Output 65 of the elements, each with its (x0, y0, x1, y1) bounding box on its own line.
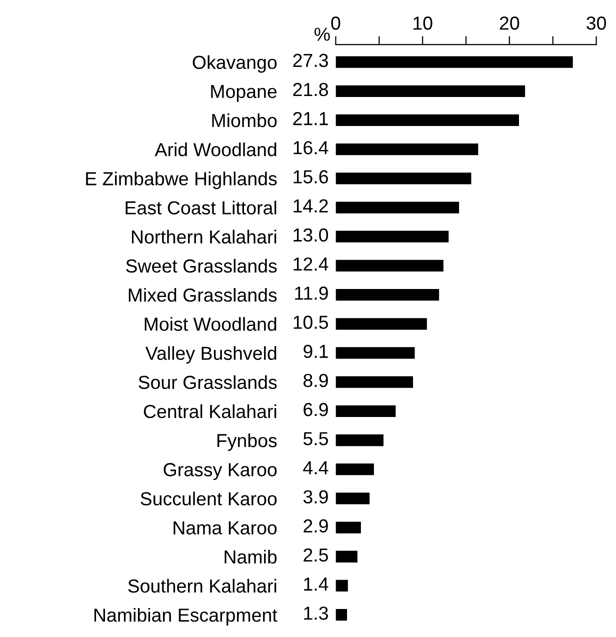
data-label: 15.6 (294, 170, 328, 184)
bar (336, 114, 519, 126)
x-tick-label: 30 (586, 16, 606, 30)
data-label: 21.1 (293, 112, 328, 126)
y-tick-label: Namib (224, 550, 277, 564)
y-tick-label: Southern Kalahari (128, 578, 276, 593)
data-label: 2.9 (304, 519, 328, 533)
bar (336, 492, 370, 504)
bar (336, 522, 361, 534)
x-axis-title: % (314, 28, 330, 41)
bar (336, 347, 415, 359)
data-label: 1.4 (304, 578, 328, 591)
data-label: 14.2 (294, 199, 328, 212)
y-tick-label: Sour Grasslands (138, 375, 277, 390)
bar (336, 405, 396, 417)
data-label: 6.9 (304, 402, 328, 416)
data-label: 10.5 (294, 316, 328, 329)
y-tick-label: Valley Bushveld (145, 346, 276, 364)
bar (336, 172, 472, 184)
data-label: 2.5 (304, 548, 328, 562)
y-tick-label: E Zimbabwe Highlands (86, 172, 277, 190)
bar (336, 608, 348, 621)
y-tick-label: Northern Kalahari (132, 230, 276, 244)
data-label: 4.4 (303, 461, 328, 474)
bar (336, 288, 440, 301)
y-tick-label: Grassy Karoo (164, 463, 277, 480)
y-tick-label: Namibian Escarpment (94, 608, 278, 626)
y-tick-label: Moist Woodland (144, 317, 276, 331)
bar (336, 464, 374, 476)
data-label: 12.4 (294, 257, 328, 271)
bar (336, 230, 449, 242)
data-label: 16.4 (294, 141, 328, 154)
y-tick-label: Mopane (211, 85, 277, 102)
data-label: 3.9 (303, 490, 328, 504)
data-label: 13.0 (294, 228, 328, 242)
y-tick-label: Central Kalahari (144, 404, 276, 418)
bar (336, 580, 348, 592)
data-label: 9.1 (304, 344, 328, 358)
bar (336, 260, 444, 272)
x-tick-label: 20 (500, 16, 520, 30)
bar (336, 202, 460, 214)
x-tick-label: 10 (414, 16, 432, 30)
bar (336, 434, 384, 446)
bar (336, 56, 573, 68)
y-tick-label: Sweet Grasslands (126, 258, 277, 273)
data-label: 8.9 (304, 374, 328, 388)
data-label: 5.5 (303, 432, 328, 446)
y-tick-label: Nama Karoo (174, 521, 277, 535)
data-label: 27.3 (293, 54, 328, 68)
data-label: 11.9 (295, 286, 328, 300)
bar (336, 144, 478, 156)
bar (336, 85, 526, 97)
bar (336, 550, 358, 562)
x-tick-label: 0 (331, 16, 340, 30)
y-tick-label: Succulent Karoo (140, 492, 277, 506)
bar (336, 318, 427, 330)
y-tick-label: Mixed Grasslands (128, 288, 277, 302)
bar (336, 376, 414, 388)
y-tick-label: Fynbos (217, 433, 277, 451)
y-tick-label: Okavango (192, 55, 277, 73)
data-label: 21.8 (293, 82, 328, 96)
y-tick-label: Arid Woodland (154, 142, 276, 156)
data-label: 1.3 (304, 606, 328, 620)
y-tick-label: Miombo (212, 113, 277, 128)
y-tick-label: East Coast Littoral (126, 200, 276, 214)
